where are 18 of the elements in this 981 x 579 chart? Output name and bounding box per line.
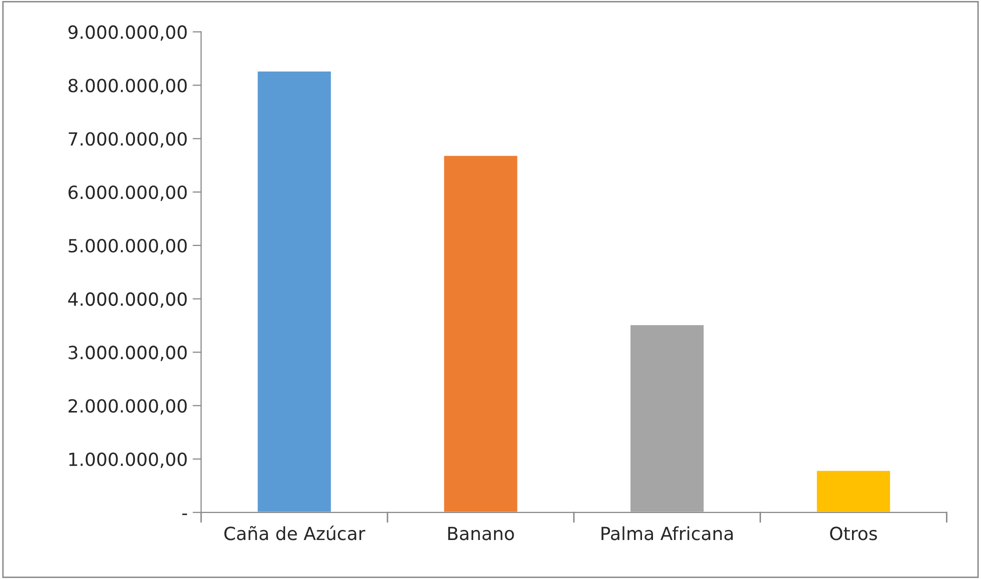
y-tick-label: 1.000.000,00 — [69, 452, 187, 468]
x-tick-label: Palma Africana — [602, 526, 733, 540]
y-tick-label: 2.000.000,00 — [68, 399, 187, 415]
y-tick-label: - — [182, 514, 188, 516]
y-tick-label: 9.000.000,00 — [68, 25, 187, 41]
bar — [442, 154, 519, 512]
y-tick-label: 6.000.000,00 — [68, 185, 187, 201]
bar — [256, 70, 332, 512]
x-tick-label: Otros — [830, 526, 877, 540]
bar — [815, 470, 892, 512]
y-tick-label: 5.000.000,00 — [68, 238, 187, 254]
y-tick-label: 4.000.000,00 — [68, 292, 187, 308]
y-tick-label: 8.000.000,00 — [68, 78, 187, 94]
bar — [629, 324, 706, 512]
x-tick-label: Caña de Azúcar — [224, 526, 366, 540]
x-tick-label: Banano — [448, 526, 514, 540]
y-tick-label: 3.000.000,00 — [68, 346, 187, 362]
y-tick-label: 7.000.000,00 — [68, 132, 187, 148]
